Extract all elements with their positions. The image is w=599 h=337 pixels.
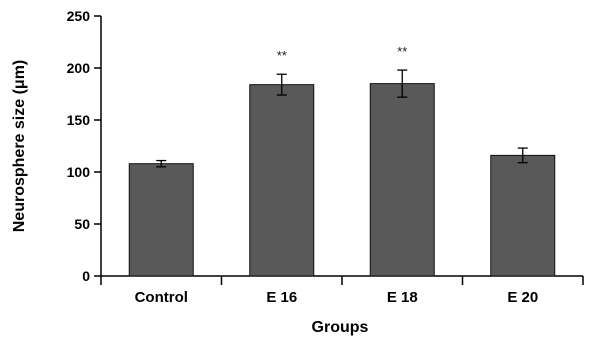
x-tick-label: E 18 — [387, 289, 418, 306]
bar — [369, 83, 435, 277]
bars — [128, 83, 556, 277]
y-ticks: 0 50 100 150 200 250 — [67, 8, 101, 284]
x-ticks: Control E 16 E 18 E 20 — [100, 276, 584, 306]
x-tick-label: Control — [135, 289, 188, 306]
y-tick-label: 100 — [67, 164, 91, 180]
y-tick-label: 50 — [74, 216, 90, 232]
x-axis-title: Groups — [312, 319, 369, 336]
y-tick-label: 150 — [67, 112, 91, 128]
y-tick-label: 0 — [82, 268, 90, 284]
y-axis-title: Neurosphere size (μm) — [11, 60, 28, 233]
x-tick-label: E 16 — [266, 289, 297, 306]
y-tick-label: 200 — [67, 60, 91, 76]
bar — [249, 84, 315, 277]
bar — [490, 154, 556, 277]
bar — [128, 163, 194, 277]
y-tick-label: 250 — [67, 8, 91, 24]
error-bars — [156, 69, 528, 168]
significance-label: ** — [397, 44, 407, 59]
significance-labels: ** ** — [277, 44, 408, 63]
significance-label: ** — [277, 48, 287, 63]
x-tick-label: E 20 — [507, 289, 538, 306]
